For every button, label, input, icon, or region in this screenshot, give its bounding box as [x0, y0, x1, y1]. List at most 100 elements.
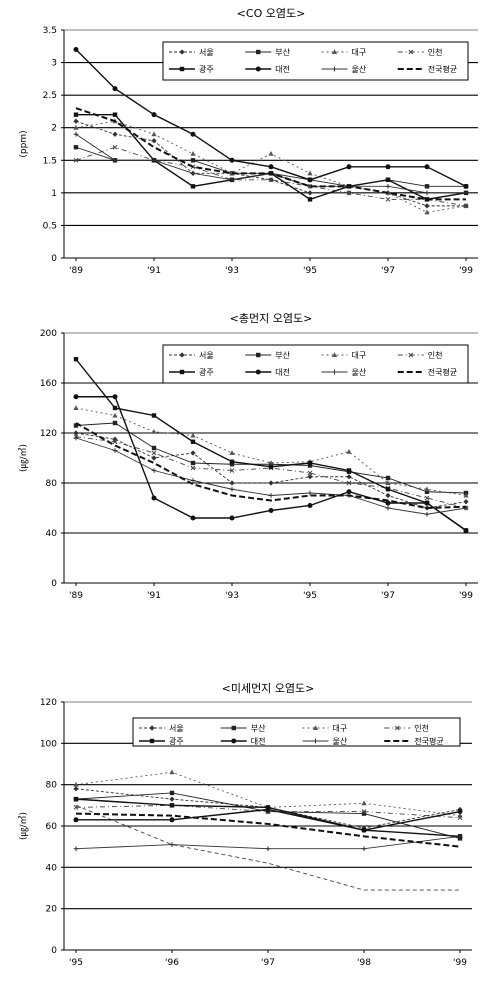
data-point — [229, 450, 235, 455]
series-4 — [73, 434, 469, 511]
data-point — [169, 769, 175, 775]
data-point — [229, 459, 235, 464]
data-point — [255, 66, 261, 72]
data-point — [190, 170, 196, 176]
data-point — [112, 144, 118, 150]
legend-label: 인천 — [414, 723, 429, 733]
data-point — [112, 131, 118, 137]
data-point — [179, 352, 185, 358]
legend-label: 인천 — [428, 350, 443, 360]
y-tick-label: 1.5 — [43, 156, 57, 166]
x-tick-label: '99 — [459, 591, 473, 601]
data-point — [346, 448, 352, 454]
series-line — [75, 133, 466, 194]
y-tick-label: 160 — [40, 379, 57, 389]
x-tick-label: '93 — [225, 266, 239, 276]
data-point — [424, 209, 430, 215]
y-tick-label: 100 — [40, 739, 57, 749]
legend-item: 대구 — [302, 724, 347, 733]
legend-label: 대전 — [275, 367, 290, 377]
series-8 — [75, 107, 466, 201]
data-point — [331, 352, 338, 357]
legend-item: 광주 — [169, 367, 214, 377]
legend-item: 광주 — [139, 736, 184, 746]
data-point — [463, 505, 469, 511]
data-point — [408, 49, 414, 55]
data-point — [151, 455, 157, 461]
x-tick-label: '95 — [303, 591, 317, 601]
data-point — [307, 503, 313, 508]
data-point — [190, 432, 196, 438]
data-point — [463, 190, 469, 196]
data-point — [179, 369, 185, 375]
data-point — [463, 203, 469, 209]
data-point — [73, 357, 79, 362]
data-point — [424, 164, 430, 170]
legend-label: 울산 — [333, 736, 348, 746]
chart-1: <CO 오염도> 0 0.5 1 1.5 2 2.5 3 3.5 '89 '91 '93 '95 '97 '… — [19, 7, 478, 276]
legend-item: 부산 — [220, 723, 266, 733]
legend-item: 대전 — [245, 64, 290, 74]
series-8 — [75, 422, 467, 510]
series-line — [75, 436, 467, 509]
data-point — [73, 430, 79, 436]
data-point — [268, 464, 274, 469]
y-tick-label: 40 — [46, 863, 58, 873]
data-point — [190, 131, 196, 137]
data-point — [268, 177, 274, 183]
data-point — [361, 809, 367, 814]
data-point — [408, 352, 414, 358]
data-point — [256, 352, 261, 358]
y-tick-label: 0 — [51, 946, 57, 956]
data-point — [424, 203, 430, 209]
data-point — [73, 157, 79, 163]
data-point — [307, 474, 313, 480]
x-tick-label: '91 — [147, 266, 161, 276]
y-tick-label: 2 — [51, 124, 57, 134]
y-tick-label: 0 — [51, 579, 57, 589]
data-point — [307, 177, 313, 183]
data-point — [151, 131, 157, 137]
legend-item: 서울 — [169, 48, 214, 57]
data-point — [229, 486, 235, 492]
data-point — [307, 470, 313, 476]
data-point — [312, 725, 319, 730]
series-8 — [75, 812, 461, 848]
y-axis-label: (㎍/㎥) — [18, 444, 29, 472]
data-point — [268, 164, 274, 170]
chart-title: <미세먼지 오염도> — [222, 682, 315, 695]
y-tick-label: 0.5 — [43, 221, 57, 231]
data-point — [457, 815, 463, 821]
y-tick-label: 40 — [46, 529, 58, 539]
legend-item: 전국평균 — [384, 736, 444, 746]
y-tick-label: 120 — [40, 698, 57, 708]
legend-item: 인천 — [397, 350, 443, 360]
legend-box — [162, 344, 469, 384]
data-point — [463, 528, 469, 533]
data-point — [190, 184, 196, 189]
data-point — [190, 515, 196, 521]
legend-item: 서울 — [139, 724, 184, 733]
data-point — [361, 827, 367, 833]
data-point — [361, 811, 367, 816]
data-point — [151, 495, 157, 501]
data-point — [346, 489, 352, 495]
data-point — [151, 138, 157, 144]
chart-title: <총먼지 오염도> — [230, 312, 313, 325]
legend-label: 울산 — [352, 367, 367, 377]
data-point — [73, 796, 79, 802]
legend-item: 전국평균 — [397, 367, 457, 377]
x-tick-label: '99 — [453, 958, 467, 968]
x-tick-label: '89 — [69, 591, 83, 601]
y-tick-label: 20 — [46, 905, 58, 915]
x-tick-label: '97 — [381, 266, 395, 276]
data-point — [463, 183, 469, 189]
data-point — [73, 435, 79, 441]
data-point — [424, 489, 430, 494]
legend-item: 부산 — [245, 350, 291, 360]
data-point — [190, 150, 196, 156]
data-point — [229, 468, 235, 473]
data-point — [73, 131, 79, 137]
data-point — [73, 781, 79, 787]
